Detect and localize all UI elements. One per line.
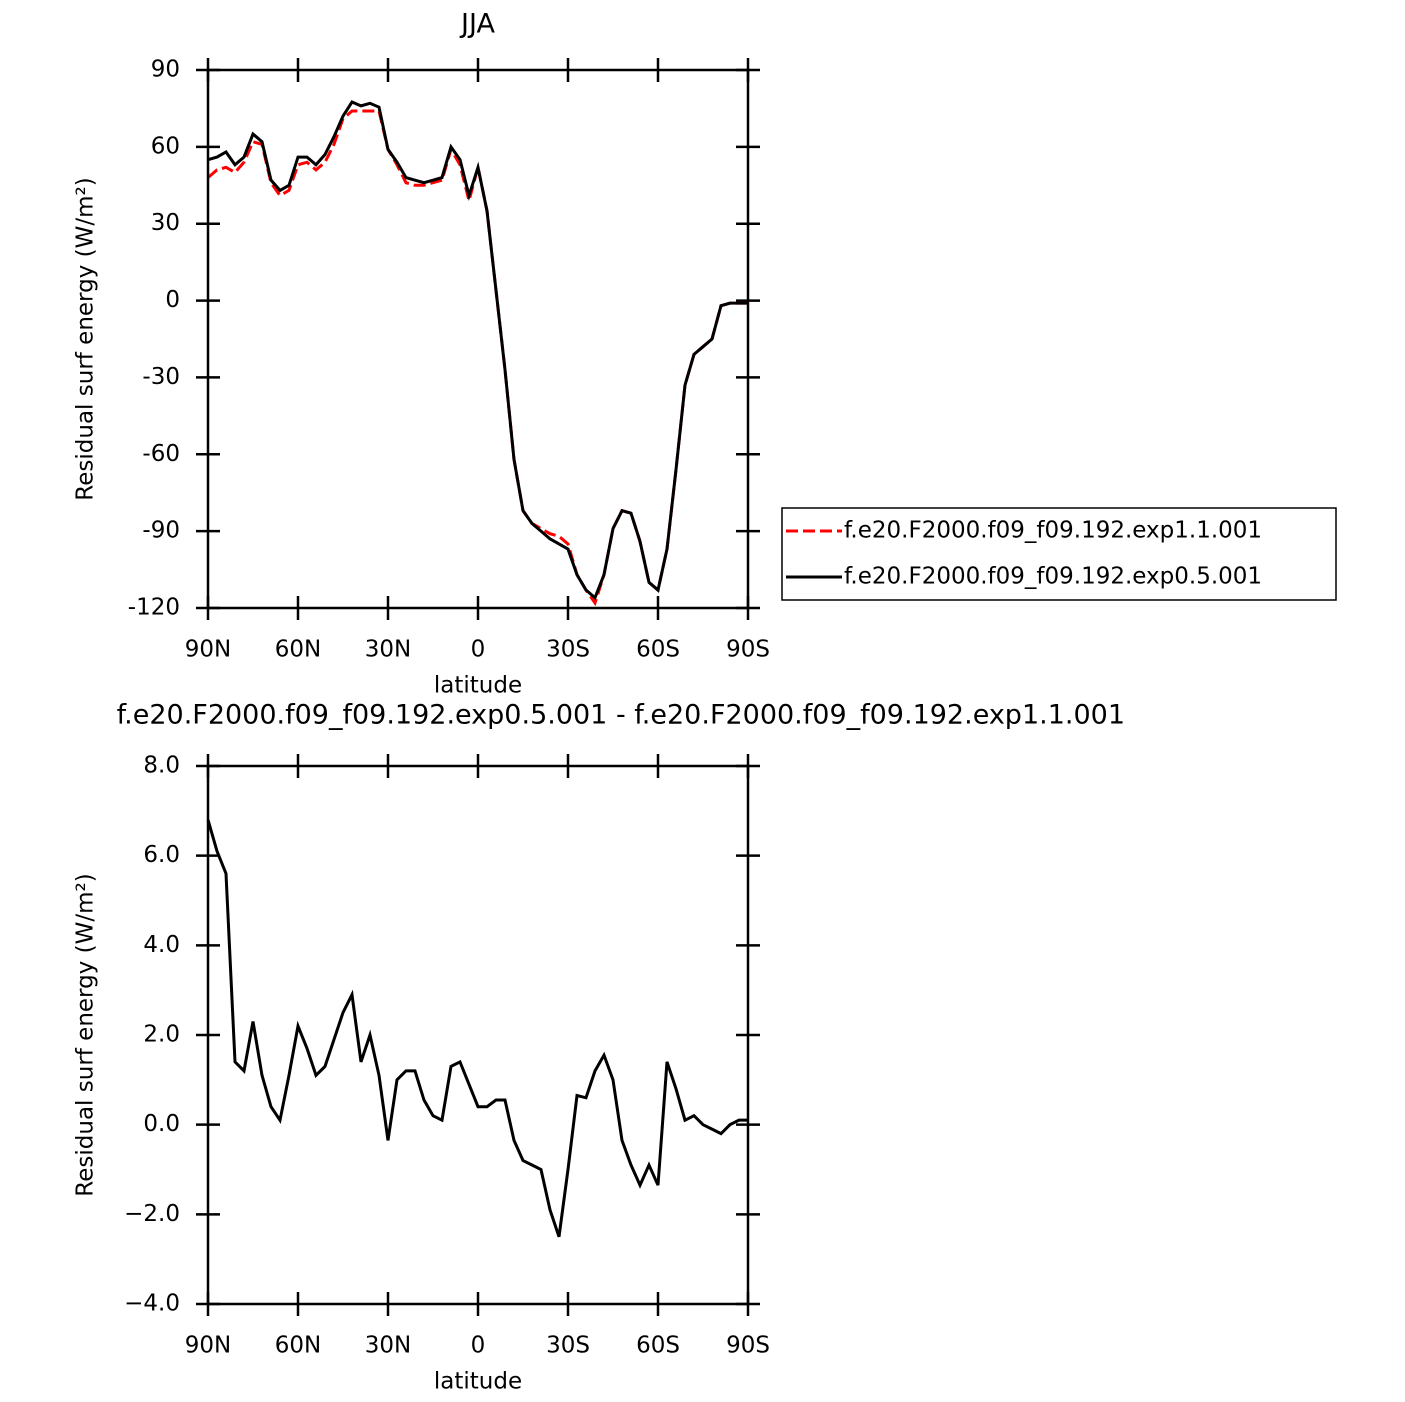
y-tick-label: 30: [151, 210, 180, 236]
y-tick-label: 90: [151, 57, 180, 83]
y-tick-label: -60: [142, 441, 180, 467]
x-tick-label: 0: [471, 1333, 486, 1359]
x-tick-label: 60N: [275, 1333, 321, 1359]
legend-box: [781, 507, 1337, 601]
y-tick-label: 4.0: [143, 932, 180, 958]
y-tick-label: 0: [165, 287, 180, 313]
y-tick-label: −2.0: [124, 1201, 180, 1227]
y-tick-label: -30: [142, 364, 180, 390]
plot-frame: [206, 764, 750, 1306]
y-tick-label: 2.0: [143, 1022, 180, 1048]
y-tick-label: -90: [142, 518, 180, 544]
x-tick-label: 90N: [185, 637, 231, 663]
y-tick-label: 8.0: [143, 753, 180, 779]
x-tick-label: 30S: [546, 1333, 590, 1359]
chart-title: JJA: [459, 9, 495, 40]
y-axis-label: Residual surf energy (W/m²): [73, 873, 99, 1196]
x-tick-label: 30N: [365, 637, 411, 663]
y-tick-label: -120: [128, 595, 180, 621]
y-axis-label: Residual surf energy (W/m²): [73, 177, 99, 500]
legend-label: f.e20.F2000.f09_f09.192.exp0.5.001: [844, 564, 1262, 590]
x-tick-label: 0: [471, 637, 486, 663]
x-tick-label: 90S: [726, 637, 770, 663]
x-tick-label: 90S: [726, 1333, 770, 1359]
x-axis-label: latitude: [434, 1369, 522, 1395]
x-tick-label: 30S: [546, 637, 590, 663]
x-tick-label: 90N: [185, 1333, 231, 1359]
y-tick-label: 60: [151, 133, 180, 159]
x-axis-label: latitude: [434, 673, 522, 699]
y-tick-label: 0.0: [143, 1111, 180, 1137]
series-line: [206, 819, 748, 1238]
x-tick-label: 60S: [636, 637, 680, 663]
y-tick-label: −4.0: [124, 1291, 180, 1317]
plot-frame: [206, 68, 750, 610]
x-tick-label: 30N: [365, 1333, 411, 1359]
y-tick-label: 6.0: [143, 842, 180, 868]
chart-title: f.e20.F2000.f09_f09.192.exp0.5.001 - f.e…: [117, 700, 1125, 731]
x-tick-label: 60S: [636, 1333, 680, 1359]
series-line: [207, 100, 748, 601]
x-tick-label: 60N: [275, 637, 321, 663]
legend-label: f.e20.F2000.f09_f09.192.exp1.1.001: [844, 518, 1262, 544]
